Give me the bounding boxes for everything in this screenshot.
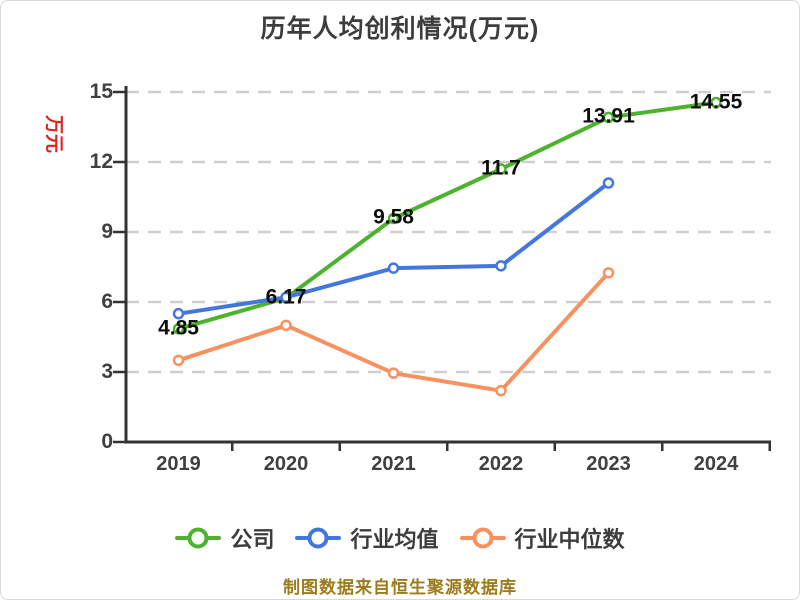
data-point-value-label: 11.7 [481, 156, 521, 180]
y-tick-label: 0 [101, 430, 113, 453]
data-point[interactable] [172, 323, 185, 335]
y-tick-label: 12 [89, 150, 113, 173]
legend: 公司 行业均值 行业中位数 [1, 522, 799, 554]
legend-label: 行业均值 [350, 527, 439, 552]
legend-label: 公司 [230, 527, 275, 552]
data-point[interactable] [280, 291, 292, 304]
legend-circle-icon [472, 527, 493, 549]
data-source-note: 制图数据来自恒生聚源数据库 [283, 578, 517, 597]
data-point[interactable] [495, 260, 507, 272]
data-point[interactable] [387, 212, 400, 225]
legend-item-1[interactable]: 行业均值 [295, 522, 439, 554]
series-line-0[interactable] [176, 100, 718, 331]
x-tick-label: 2022 [478, 453, 524, 475]
y-tick-label: 15 [89, 80, 113, 103]
legend-item-2[interactable]: 行业中位数 [459, 522, 625, 554]
legend-item-0[interactable]: 公司 [175, 522, 274, 554]
x-tick-label: 2023 [586, 453, 631, 475]
data-point[interactable] [710, 96, 722, 109]
legend-circle-icon [187, 527, 209, 549]
data-point-value-label: 6.17 [265, 285, 307, 309]
y-tick-label: 6 [101, 290, 113, 313]
data-point[interactable] [602, 267, 615, 279]
data-point[interactable] [280, 319, 292, 332]
legend-circle-icon [307, 527, 329, 549]
x-tick-label: 2019 [156, 453, 201, 475]
data-point-value-label: 13.91 [582, 104, 635, 128]
legend-line-marker-icon [175, 527, 222, 549]
data-point[interactable] [602, 177, 615, 189]
legend-label: 行业中位数 [514, 527, 625, 552]
data-point-value-label: 4.85 [158, 316, 199, 340]
data-point[interactable] [387, 262, 400, 274]
series-line-1[interactable] [176, 181, 611, 316]
legend-line-marker-icon [459, 527, 506, 549]
data-point[interactable] [387, 367, 400, 379]
legend-line-marker-icon [295, 527, 342, 549]
x-tick-label: 2020 [263, 453, 309, 475]
data-point-value-label: 14.55 [689, 90, 743, 114]
x-tick-label: 2024 [693, 453, 739, 475]
x-tick-label: 2021 [371, 453, 416, 475]
data-point[interactable] [495, 163, 507, 175]
data-point-value-label: 9.58 [373, 205, 414, 229]
data-point[interactable] [495, 384, 507, 397]
chart-title: 历年人均创利情况(万元) [260, 15, 540, 43]
y-tick-label: 3 [101, 360, 113, 383]
data-point[interactable] [602, 111, 615, 124]
data-point[interactable] [172, 354, 185, 367]
data-point[interactable] [172, 307, 185, 320]
y-tick-label: 9 [101, 220, 113, 243]
